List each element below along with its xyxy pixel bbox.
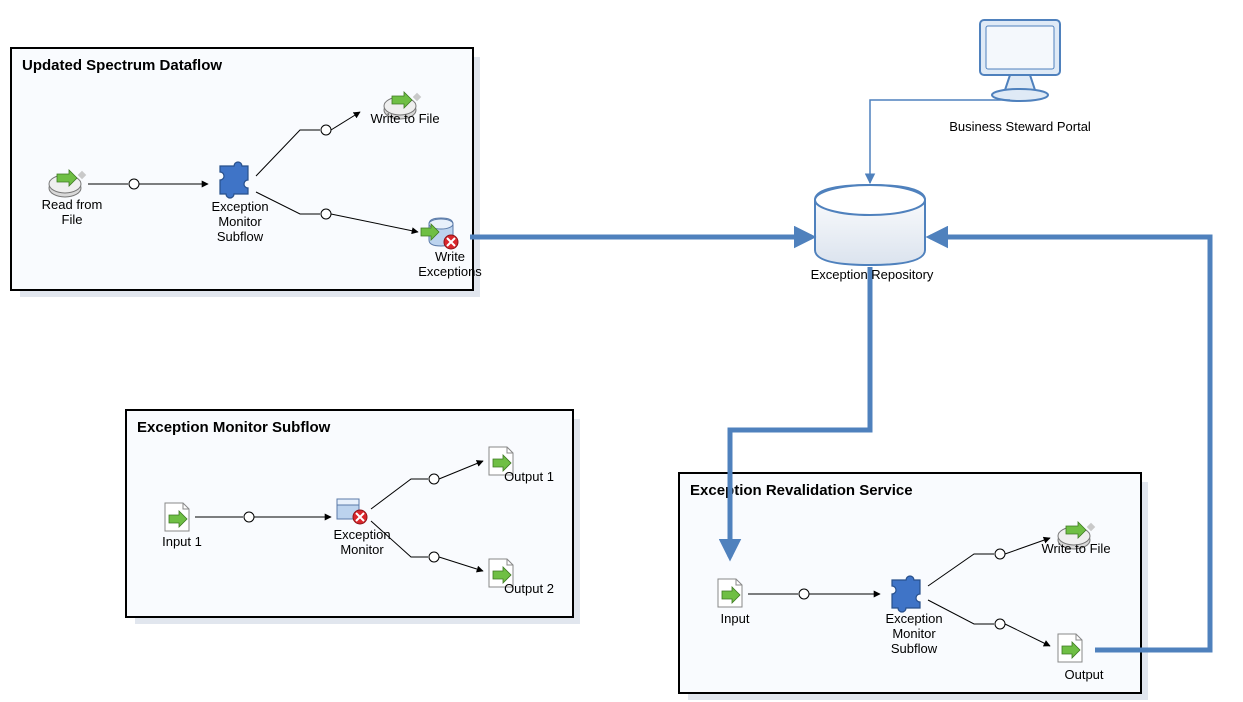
panel-revalidation-service (678, 472, 1142, 694)
diagram-canvas: Updated Spectrum Dataflow Exception Moni… (0, 0, 1243, 702)
label-read-from-file: Read from File (36, 198, 108, 228)
label-output-3: Output (1054, 668, 1114, 683)
label-input1: Input 1 (152, 535, 212, 550)
panel-updated-spectrum (10, 47, 474, 291)
label-exception-monitor-subflow: Exception Monitor Subflow (200, 200, 280, 245)
label-input: Input (710, 612, 760, 627)
monitor-icon (980, 20, 1060, 101)
arrow-monitor-to-repository (870, 100, 1010, 183)
label-output1: Output 1 (494, 470, 564, 485)
label-exception-repository: Exception Repository (802, 268, 942, 283)
label-write-to-file-3: Write to File (1016, 542, 1136, 557)
label-exception-monitor-subflow-3: Exception Monitor Subflow (874, 612, 954, 657)
label-write-exceptions: Write Exceptions (410, 250, 490, 280)
panel-title: Updated Spectrum Dataflow (22, 57, 222, 74)
panel-title: Exception Monitor Subflow (137, 419, 330, 436)
label-business-steward-portal: Business Steward Portal (940, 120, 1100, 135)
label-output2: Output 2 (494, 582, 564, 597)
repository-icon (815, 185, 925, 265)
label-exception-monitor: Exception Monitor (322, 528, 402, 558)
label-write-to-file: Write to File (345, 112, 465, 127)
panel-title: Exception Revalidation Service (690, 482, 913, 499)
